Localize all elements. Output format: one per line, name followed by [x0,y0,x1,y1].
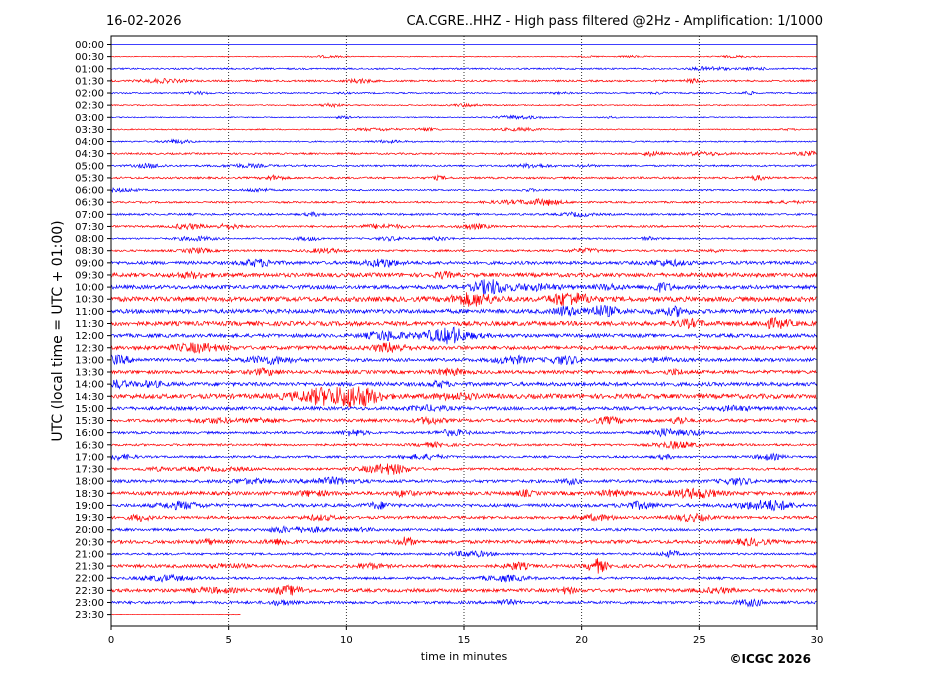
y-tick-label: 12:00 [75,331,104,342]
y-tick-label: 17:00 [75,452,104,463]
y-tick-label: 19:00 [75,501,104,512]
y-tick-label: 12:30 [75,343,104,354]
y-tick-label: 23:30 [75,610,104,621]
y-tick-label: 04:00 [75,137,104,148]
y-tick-label: 06:00 [75,186,104,197]
y-tick-label: 03:00 [75,113,104,124]
y-tick-label: 13:30 [75,368,104,379]
y-tick-label: 18:00 [75,477,104,488]
y-axis-label: UTC (local time = UTC + 01:00) [50,220,66,441]
y-tick-label: 22:00 [75,574,104,585]
y-tick-label: 09:30 [75,270,104,281]
y-tick-label: 16:00 [75,428,104,439]
y-tick-label: 17:30 [75,465,104,476]
y-tick-label: 07:00 [75,210,104,221]
y-tick-label: 05:00 [75,161,104,172]
y-tick-label: 15:30 [75,416,104,427]
x-tick-label: 20 [575,635,588,646]
y-tick-label: 18:30 [75,489,104,500]
y-tick-label: 03:30 [75,125,104,136]
y-tick-label: 01:00 [75,64,104,75]
y-tick-label: 08:30 [75,246,104,257]
y-tick-label: 04:30 [75,149,104,160]
y-tick-label: 00:00 [75,40,104,51]
y-tick-label: 07:30 [75,222,104,233]
y-tick-label: 05:30 [75,173,104,184]
y-tick-label: 13:00 [75,355,104,366]
copyright-label: ©ICGC 2026 [729,652,811,666]
y-tick-label: 02:30 [75,101,104,112]
y-tick-label: 11:30 [75,319,104,330]
y-tick-label: 00:30 [75,52,104,63]
y-tick-label: 21:00 [75,549,104,560]
y-tick-label: 20:30 [75,537,104,548]
y-tick-label: 19:30 [75,513,104,524]
y-tick-label: 21:30 [75,562,104,573]
y-tick-label: 10:00 [75,283,104,294]
y-tick-label: 20:00 [75,525,104,536]
x-axis-label: time in minutes [421,650,508,663]
y-tick-label: 06:30 [75,198,104,209]
y-tick-label: 02:00 [75,89,104,100]
x-tick-label: 10 [340,635,353,646]
y-tick-label: 08:00 [75,234,104,245]
x-tick-label: 5 [225,635,231,646]
y-tick-label: 01:30 [75,76,104,87]
y-tick-label: 11:00 [75,307,104,318]
y-tick-label: 16:30 [75,440,104,451]
chart-title: CA.CGRE..HHZ - High pass filtered @2Hz -… [406,14,823,29]
y-tick-label: 09:00 [75,258,104,269]
x-tick-label: 0 [108,635,114,646]
y-tick-label: 15:00 [75,404,104,415]
y-tick-label: 14:00 [75,380,104,391]
date-label: 16-02-2026 [106,14,182,29]
y-tick-label: 14:30 [75,392,104,403]
y-tick-label: 22:30 [75,586,104,597]
x-tick-label: 25 [693,635,706,646]
x-tick-label: 30 [811,635,824,646]
x-tick-label: 15 [458,635,471,646]
y-tick-label: 23:00 [75,598,104,609]
y-tick-label: 10:30 [75,295,104,306]
